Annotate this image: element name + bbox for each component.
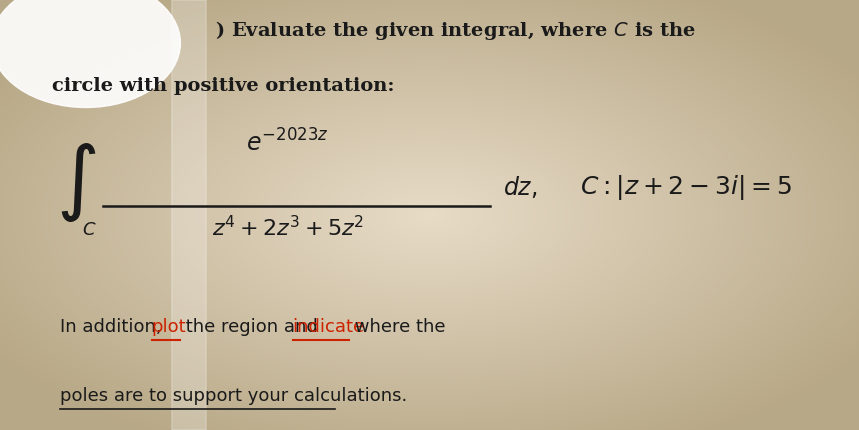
Text: indicate: indicate bbox=[293, 318, 365, 336]
Text: poles are to support your calculations.: poles are to support your calculations. bbox=[60, 387, 407, 405]
Text: $\int$: $\int$ bbox=[56, 142, 96, 224]
Text: $z^4 + 2z^3 + 5z^2$: $z^4 + 2z^3 + 5z^2$ bbox=[211, 215, 364, 240]
Ellipse shape bbox=[0, 0, 180, 108]
Text: In addition,: In addition, bbox=[60, 318, 168, 336]
Text: $dz,$: $dz,$ bbox=[503, 174, 537, 200]
Text: ) Evaluate the given integral, where $\mathit{C}$ is the: ) Evaluate the given integral, where $\m… bbox=[215, 19, 696, 42]
Text: circle with positive orientation:: circle with positive orientation: bbox=[52, 77, 394, 95]
Text: where the: where the bbox=[349, 318, 446, 336]
Text: $C:|z+2-3i|=5$: $C:|z+2-3i|=5$ bbox=[580, 172, 792, 202]
FancyBboxPatch shape bbox=[172, 0, 206, 430]
Text: $C$: $C$ bbox=[82, 221, 97, 239]
Text: $e^{-2023z}$: $e^{-2023z}$ bbox=[247, 130, 329, 157]
Text: plot: plot bbox=[152, 318, 186, 336]
Text: the region and: the region and bbox=[180, 318, 323, 336]
